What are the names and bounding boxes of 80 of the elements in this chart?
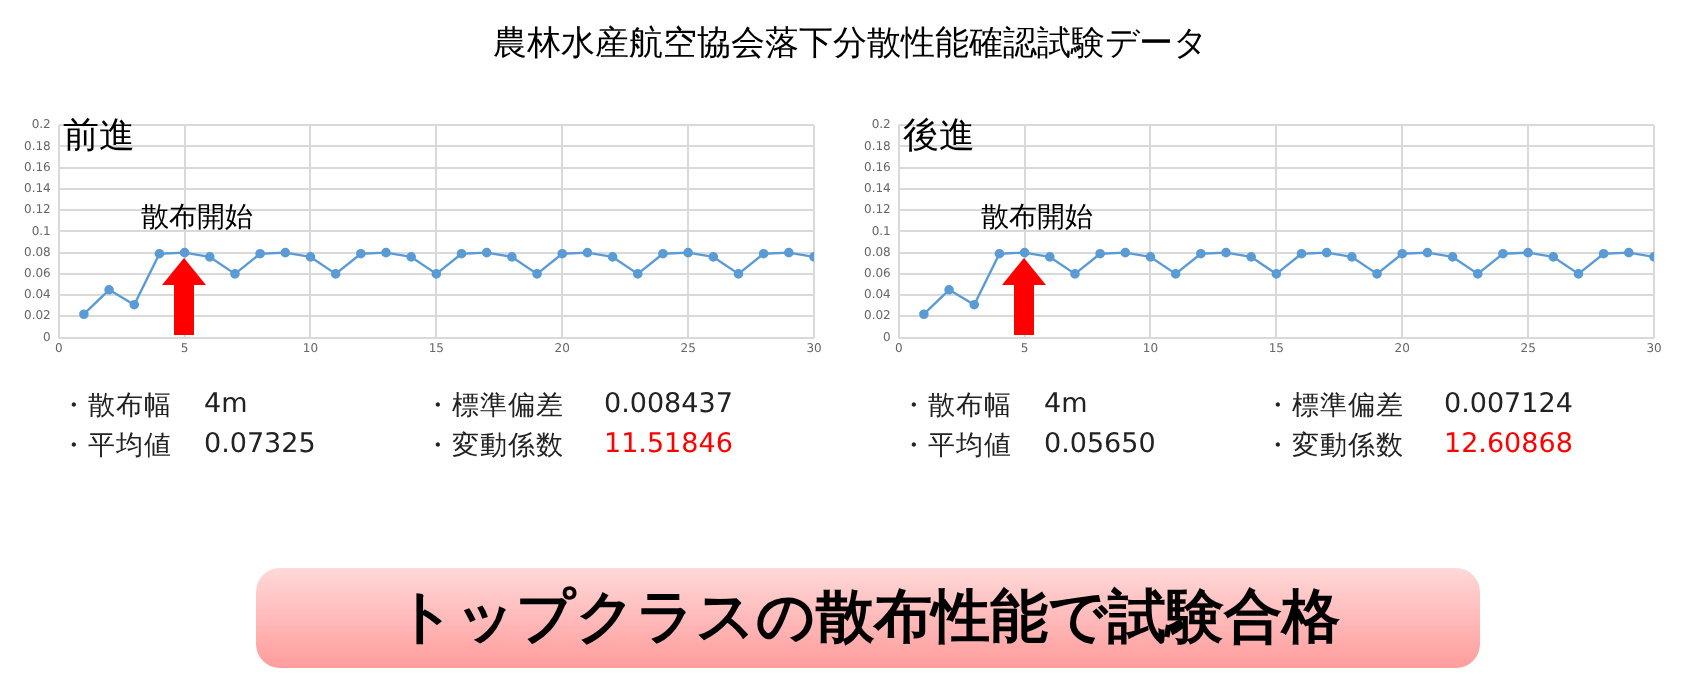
point [305,252,316,262]
text: ・標準偏差 [424,388,566,424]
text: 農林水産航空協会落下分散性能確認試験データ [491,22,1209,66]
point [1624,247,1634,258]
text: 12.60868 [1444,428,1575,464]
point [1145,252,1156,262]
chart-title: 前進 [62,114,135,157]
point [1598,248,1609,259]
point [406,252,416,262]
text: ・散布幅 [60,388,174,424]
point [179,247,190,258]
point [507,252,517,262]
point [381,247,391,258]
text: 4m [1044,388,1090,424]
point [944,285,954,295]
point [1498,248,1508,259]
point [356,248,366,259]
text: 11.51846 [604,428,735,464]
point [1196,248,1206,259]
text: 4m [204,388,250,424]
point [1347,252,1357,262]
point [1019,247,1030,258]
text: 0.05650 [1044,428,1158,464]
point [280,247,291,258]
point [1422,247,1433,258]
text: 0.07325 [204,428,318,464]
point [557,248,568,259]
point [1246,252,1256,262]
point [1573,269,1584,279]
point [1070,269,1080,279]
text: 0.007124 [1444,388,1575,424]
point [1397,248,1408,259]
point [1321,247,1332,258]
point [994,248,1005,259]
point [1044,252,1055,262]
point [1447,252,1458,262]
point [154,248,165,259]
point [708,252,719,262]
text: ・標準偏差 [1264,388,1406,424]
point [658,248,668,259]
annotation: 散布開始 [140,201,253,234]
point [1221,247,1231,258]
text: ・変動係数 [424,428,566,464]
point [1271,269,1282,279]
point [632,269,643,279]
point [1120,247,1131,258]
point [456,248,467,259]
point [431,269,442,279]
chart-title: 後進 [902,114,975,157]
point [1372,269,1382,279]
point [1296,248,1307,259]
point [230,269,240,279]
text: ・平均値 [60,428,174,464]
point [969,299,980,310]
rounded-panel: トップクラスの散布性能で試験合格 [256,568,1480,668]
text: ・散布幅 [900,388,1014,424]
point [1472,269,1483,279]
point [532,269,542,279]
point [733,269,744,279]
point [758,248,769,259]
point [129,299,140,310]
point [104,285,114,295]
point [1523,247,1533,258]
text: ・平均値 [900,428,1014,464]
point [330,269,341,279]
point [607,252,618,262]
text: 0.008437 [604,388,735,424]
text: ・変動係数 [1264,428,1406,464]
point [255,248,265,259]
point [204,252,215,262]
point [1170,269,1181,279]
point [481,247,492,258]
point [1095,248,1105,259]
annotation: 散布開始 [980,201,1093,234]
point [784,247,794,258]
point [582,247,593,258]
point [919,309,929,320]
point [79,309,89,320]
point [1548,252,1559,262]
point [683,247,693,258]
